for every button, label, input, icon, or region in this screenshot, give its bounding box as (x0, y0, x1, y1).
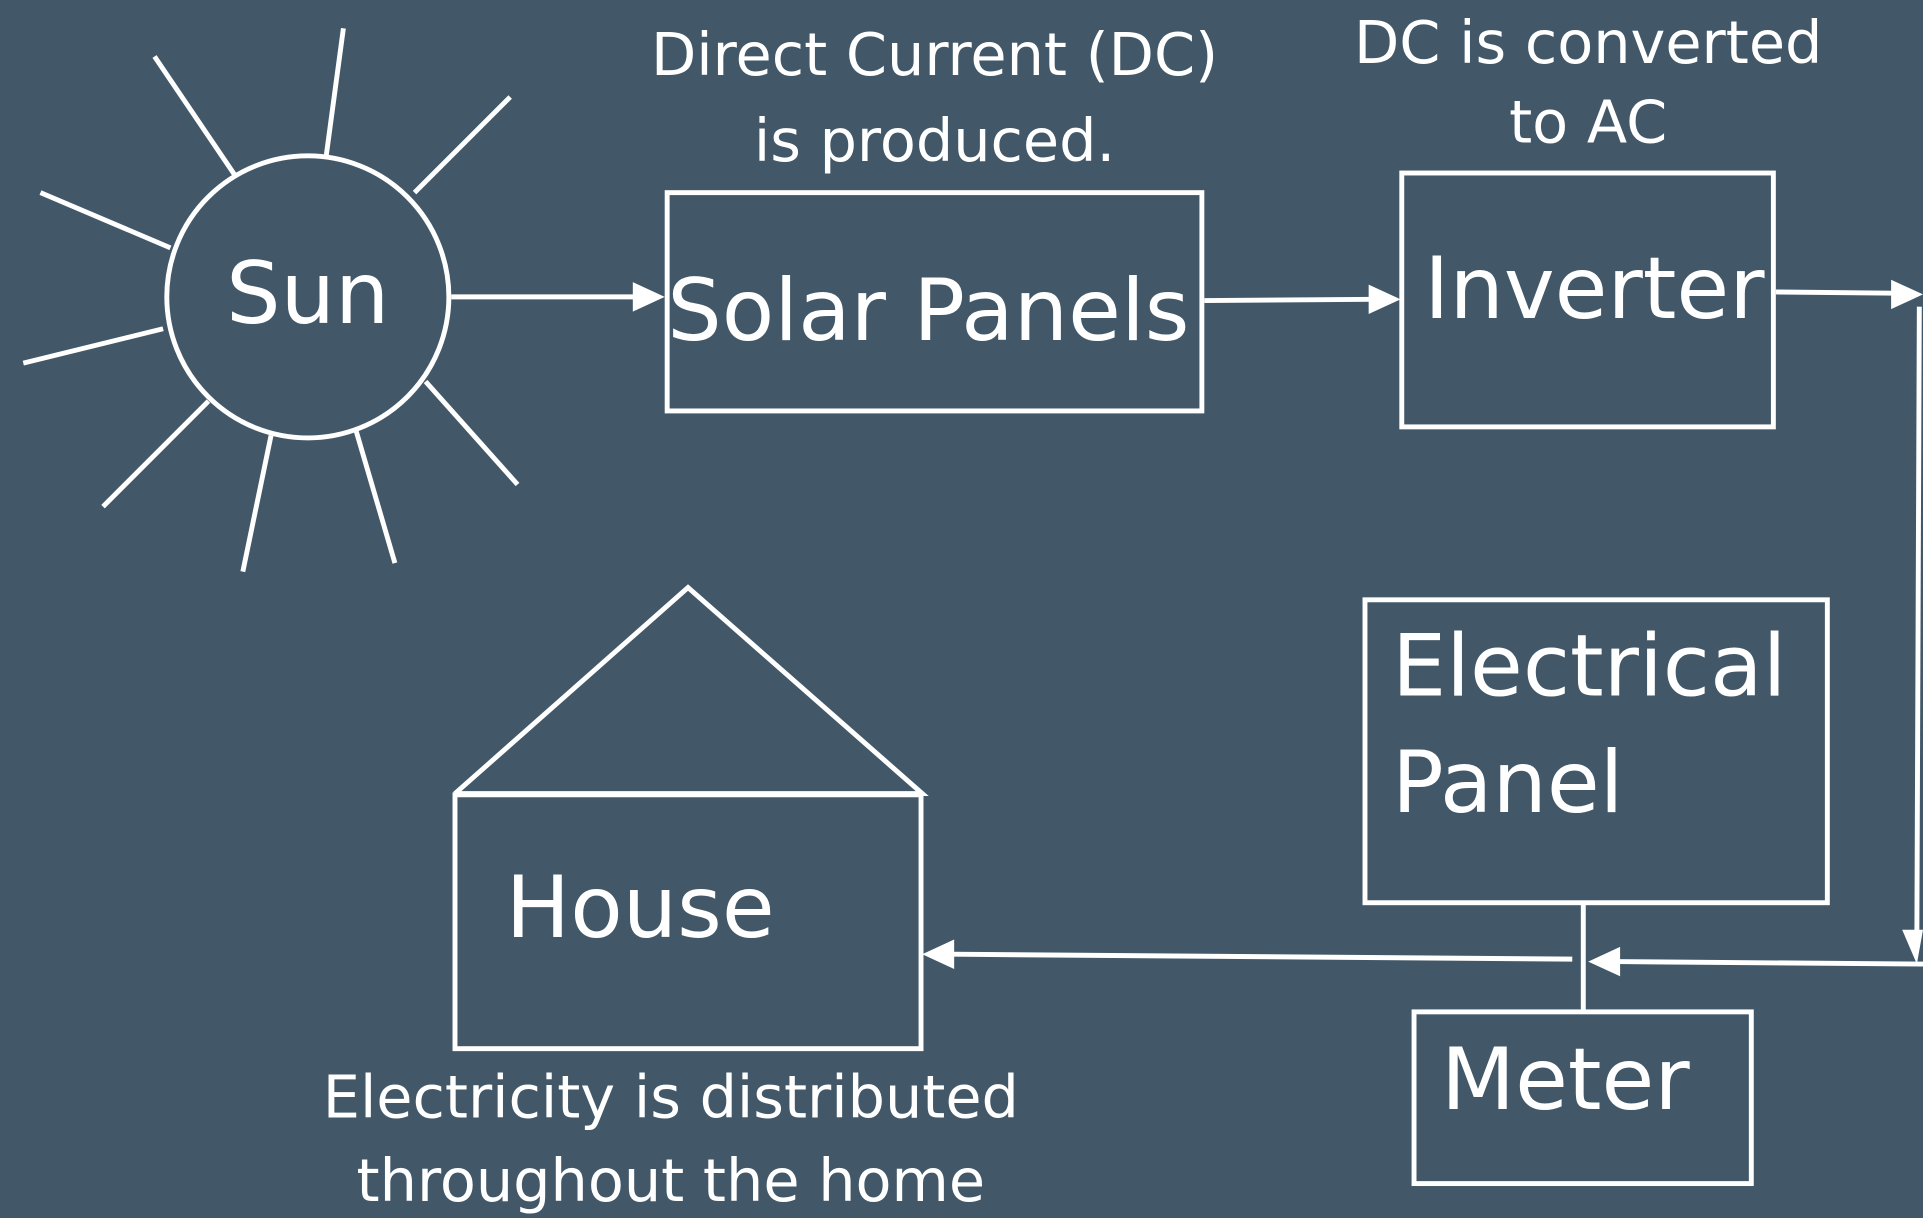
arrow-line (1204, 296, 1374, 304)
arrows (451, 279, 1923, 977)
inverter-box (1399, 170, 1776, 430)
sun-ray (22, 326, 164, 366)
sun-ray (240, 434, 274, 573)
arrow-head (922, 939, 955, 969)
arrow-head (632, 282, 665, 312)
annotation: to AC (1509, 88, 1667, 157)
sun-circle (164, 153, 452, 441)
sun-ray (423, 379, 520, 487)
arrow-line (1775, 289, 1895, 296)
arrow-line (951, 951, 1573, 962)
sun-label: Sun (226, 244, 389, 344)
annotation: throughout the home (357, 1146, 986, 1215)
electrical-panel-label: Panel (1392, 733, 1624, 833)
sun-ray (152, 55, 237, 176)
annotation: DC is converted (1354, 8, 1822, 77)
arrow-head (1902, 929, 1923, 965)
arrow-line (1914, 306, 1922, 935)
annotation: is produced. (754, 106, 1115, 175)
arrow-head (1891, 279, 1923, 310)
sun-icon (22, 27, 520, 573)
sun-ray (101, 399, 211, 509)
arrow-head (1368, 284, 1401, 315)
annotation: Electricity is distributed (323, 1063, 1019, 1132)
house-box (452, 792, 924, 1052)
electrical-panel-box (1362, 597, 1830, 906)
annotation: Direct Current (DC) (651, 20, 1218, 89)
meter-box (1411, 1009, 1754, 1187)
sun-ray (323, 27, 346, 157)
meter-label: Meter (1441, 1030, 1690, 1130)
house-label: House (506, 858, 775, 958)
arrow-head (1588, 946, 1621, 977)
arrow-line (1616, 959, 1923, 967)
solar-panels-label: Solar Panels (667, 261, 1189, 361)
sun-ray (412, 95, 512, 195)
solar-panels-box (664, 190, 1205, 414)
sun-ray (353, 428, 398, 564)
inverter-label: Inverter (1424, 239, 1765, 339)
sun-ray (39, 190, 172, 251)
electrical-panel-label: Electrical (1392, 617, 1786, 717)
